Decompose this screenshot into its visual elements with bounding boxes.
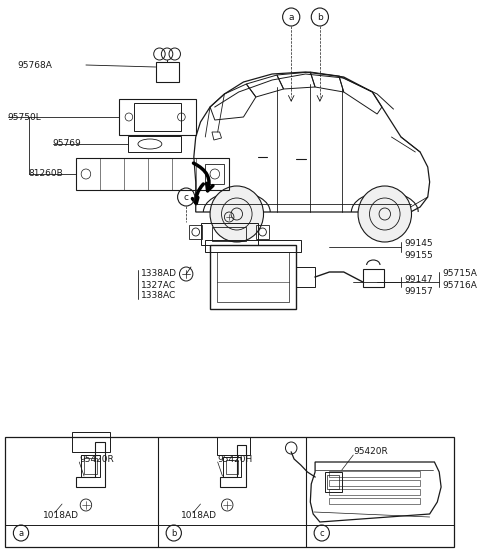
- Bar: [363, 269, 384, 287]
- Circle shape: [210, 186, 264, 242]
- Bar: [205, 240, 301, 252]
- Text: 99145: 99145: [404, 240, 432, 248]
- Bar: [133, 103, 181, 131]
- FancyArrowPatch shape: [192, 184, 204, 204]
- Text: 1018AD: 1018AD: [181, 512, 217, 521]
- FancyArrowPatch shape: [193, 163, 213, 191]
- Bar: [84, 458, 97, 474]
- Bar: [329, 489, 420, 495]
- Bar: [212, 227, 246, 241]
- Bar: [324, 472, 342, 492]
- Text: 95420H: 95420H: [218, 454, 253, 464]
- Bar: [329, 480, 420, 486]
- Text: b: b: [171, 528, 177, 538]
- Bar: [217, 252, 289, 302]
- Bar: [201, 223, 258, 245]
- Bar: [256, 225, 269, 239]
- Text: 95769: 95769: [52, 140, 81, 148]
- Text: 95420R: 95420R: [353, 448, 388, 457]
- Text: 1018AD: 1018AD: [43, 512, 79, 521]
- Text: 1327AC: 1327AC: [141, 280, 177, 289]
- Bar: [81, 455, 100, 477]
- Text: 95768A: 95768A: [17, 61, 52, 70]
- Text: 95420R: 95420R: [79, 454, 114, 464]
- Bar: [5, 437, 454, 547]
- Text: 95715A: 95715A: [442, 269, 477, 279]
- Bar: [226, 460, 238, 474]
- Bar: [329, 498, 420, 504]
- Text: 99155: 99155: [404, 252, 432, 261]
- Text: b: b: [317, 13, 323, 22]
- Text: 1338AC: 1338AC: [141, 291, 177, 300]
- Text: 95750L: 95750L: [8, 113, 41, 121]
- Bar: [210, 245, 296, 309]
- Text: 99147: 99147: [404, 274, 432, 284]
- Bar: [296, 267, 315, 287]
- Bar: [223, 457, 240, 477]
- Circle shape: [358, 186, 411, 242]
- Bar: [128, 136, 181, 152]
- Bar: [120, 99, 196, 135]
- Text: 81260B: 81260B: [29, 169, 63, 178]
- Text: 99157: 99157: [404, 286, 432, 295]
- Bar: [329, 471, 420, 477]
- Bar: [205, 164, 224, 184]
- Bar: [76, 158, 229, 190]
- Text: 95716A: 95716A: [442, 282, 477, 290]
- Text: c: c: [184, 193, 189, 201]
- Text: 1338AD: 1338AD: [141, 269, 177, 279]
- Bar: [327, 475, 339, 489]
- Text: a: a: [288, 13, 294, 22]
- Text: a: a: [18, 528, 24, 538]
- Bar: [189, 225, 203, 239]
- Bar: [156, 62, 179, 82]
- Text: c: c: [320, 528, 324, 538]
